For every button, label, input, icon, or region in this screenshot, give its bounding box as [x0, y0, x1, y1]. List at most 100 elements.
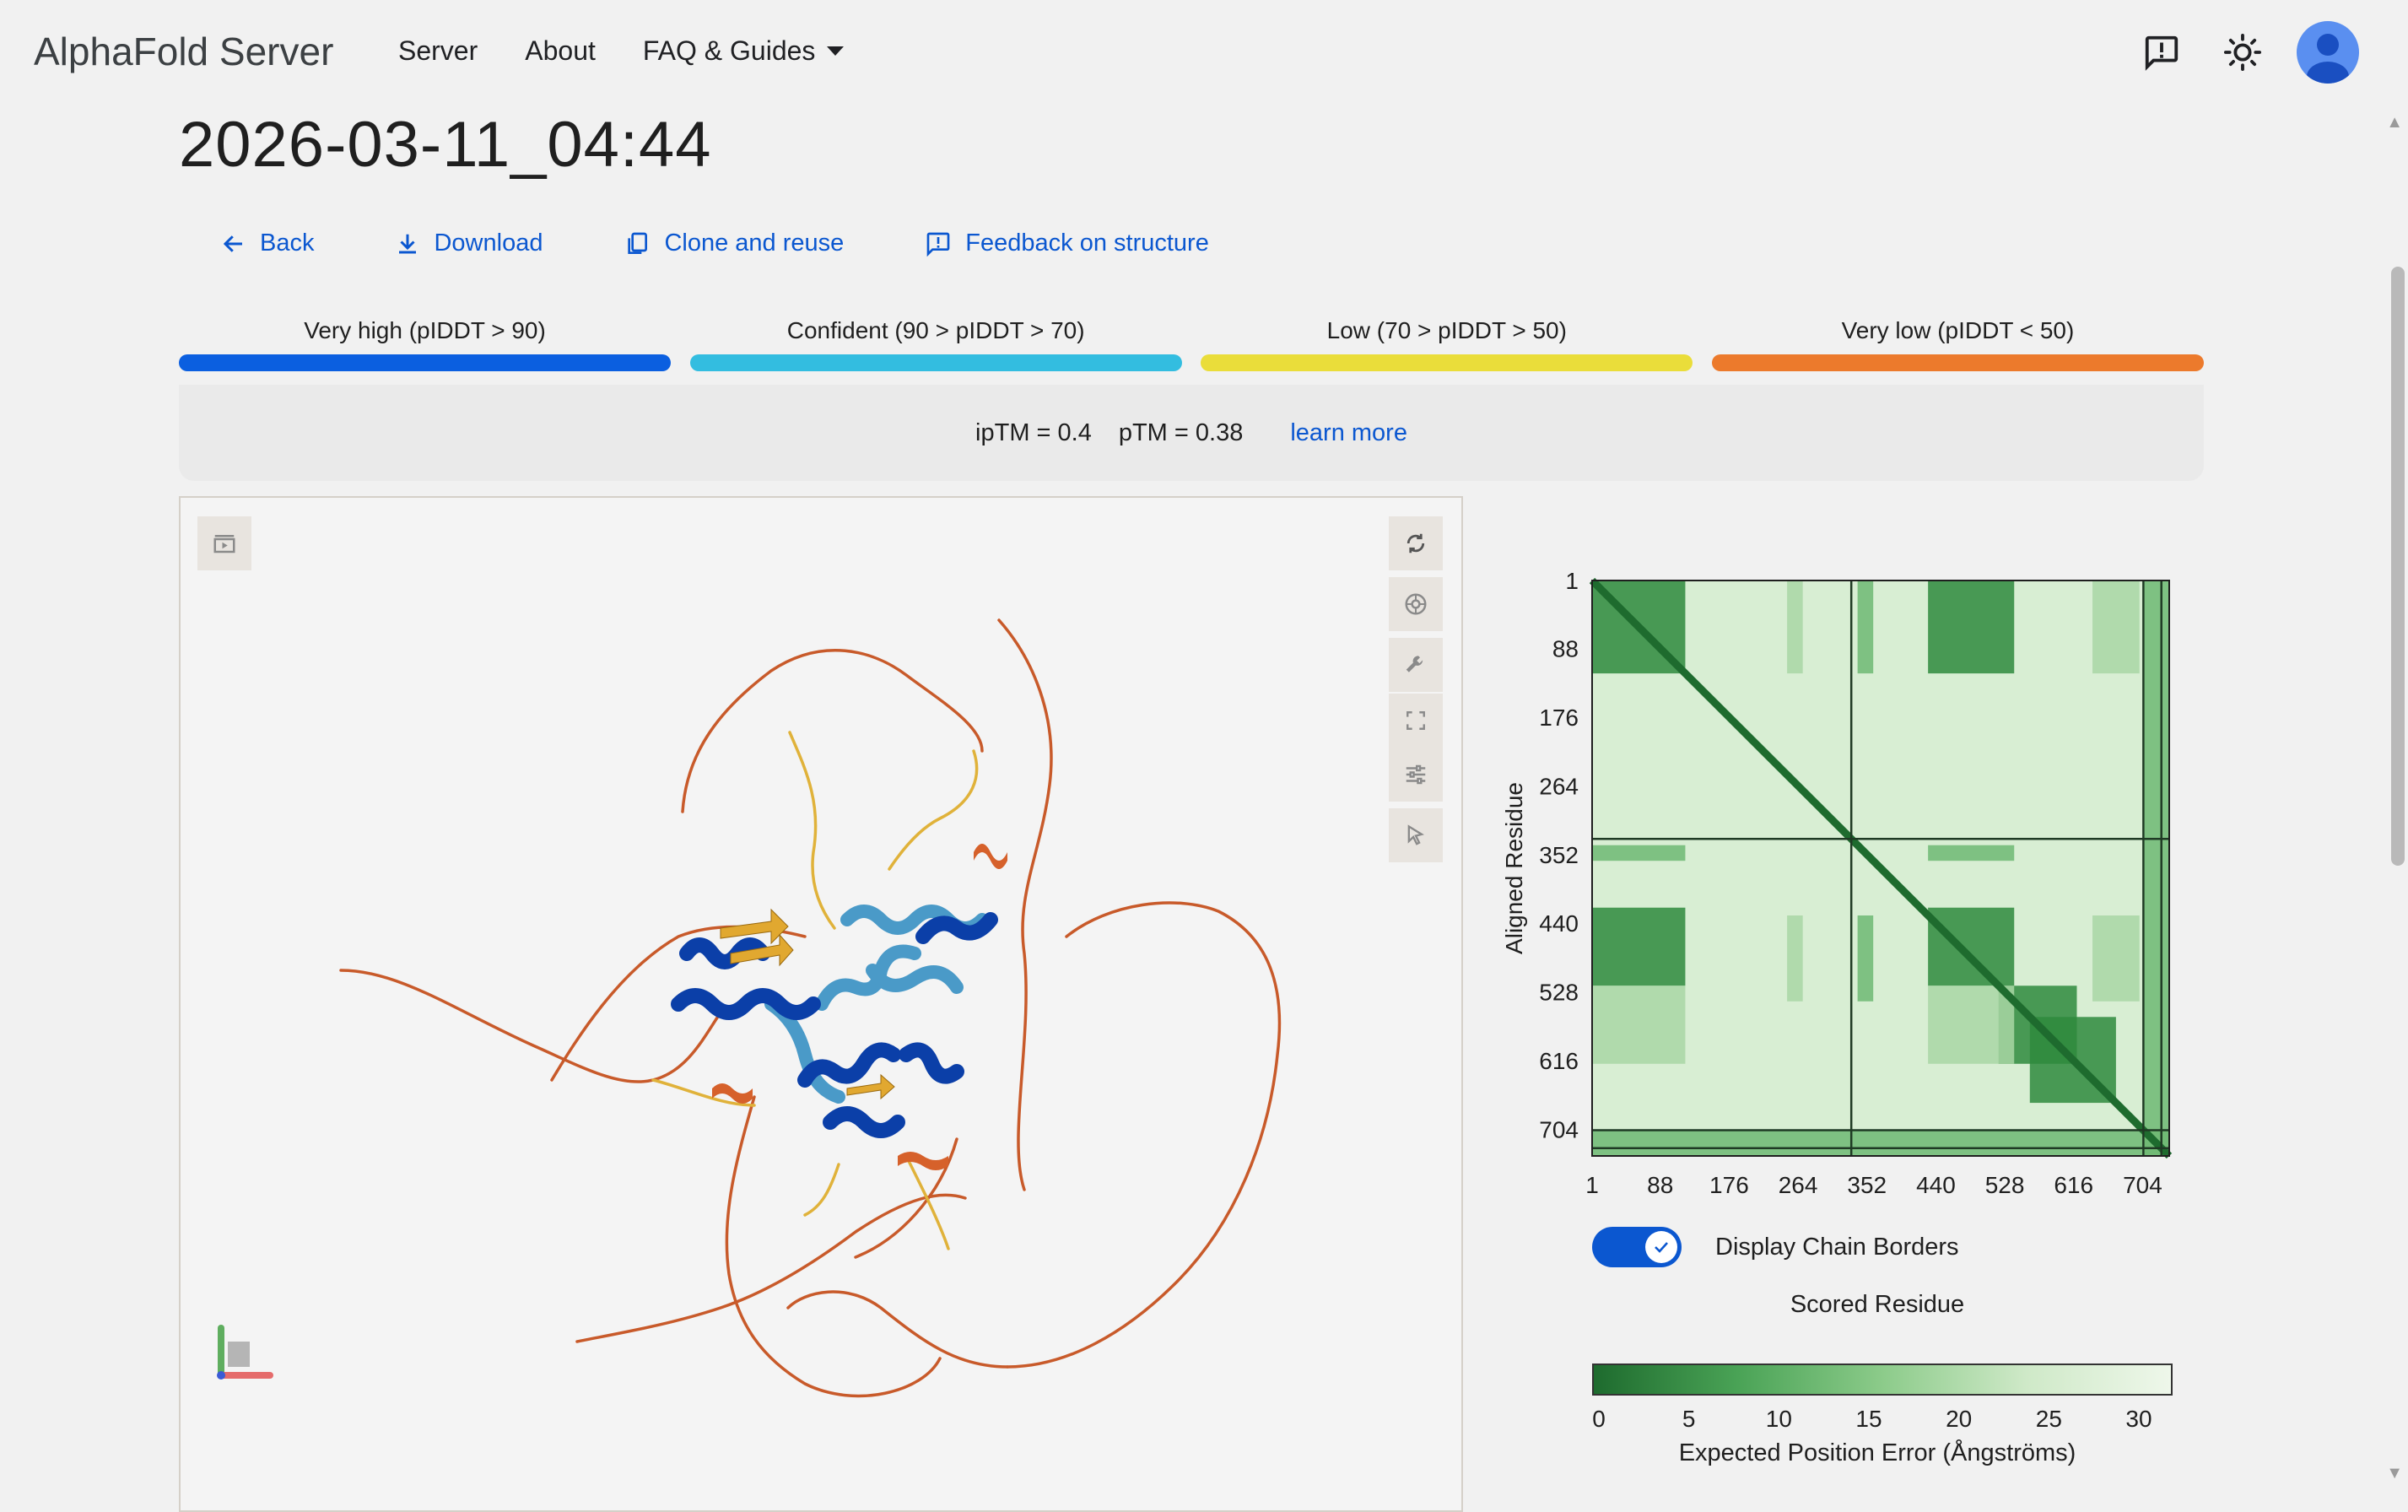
legend-label: Very high (pIDDT > 90) [304, 317, 546, 343]
confidence-metrics: ipTM = 0.4 pTM = 0.38 learn more [179, 385, 2204, 481]
check-icon [1645, 1231, 1677, 1263]
chain-borders-toggle-row: Display Chain Borders [1592, 1227, 1959, 1267]
learn-more-link[interactable]: learn more [1290, 418, 1407, 446]
settings-icon[interactable] [1389, 748, 1443, 802]
arrow-left-icon [223, 235, 242, 252]
nav-item-faq-label: FAQ & Guides [642, 35, 816, 66]
x-tick-label: 264 [1779, 1172, 1818, 1198]
top-navigation-bar: AlphaFold Server Server About FAQ & Guid… [0, 0, 2408, 108]
feedback-icon[interactable] [2130, 20, 2194, 84]
y-tick-label: 88 [1552, 636, 1579, 662]
legend-color-bar [1711, 354, 2204, 371]
pae-block [1857, 580, 1874, 674]
clone-label: Clone and reuse [664, 230, 845, 256]
nav-item-server[interactable]: Server [398, 35, 478, 66]
download-icon [399, 234, 417, 253]
x-tick-label: 1 [1585, 1172, 1599, 1198]
pae-block [2092, 915, 2140, 1002]
legend-very-low: Very low (pIDDT < 50) [1711, 317, 2204, 371]
pae-block [1787, 915, 1803, 1002]
download-label: Download [434, 230, 543, 256]
x-tick-label: 440 [1916, 1172, 1956, 1198]
pae-block [2092, 580, 2140, 674]
structure-3d-viewer[interactable] [179, 496, 1463, 1512]
feedback-structure-button[interactable]: Feedback on structure [925, 230, 1209, 257]
y-tick-label: 352 [1539, 842, 1579, 868]
nav-item-about[interactable]: About [525, 35, 596, 66]
legend-low: Low (70 > pIDDT > 50) [1201, 317, 1693, 371]
x-tick-label: 176 [1709, 1172, 1749, 1198]
x-tick-label: 528 [1985, 1172, 2025, 1198]
colorbar-tick-label: 10 [1765, 1406, 1792, 1432]
app-logo[interactable]: AlphaFold Server [34, 30, 334, 73]
copy-icon [628, 232, 648, 254]
pae-colorbar [1592, 1364, 2173, 1396]
page-title: 2026-03-11_04:44 [179, 109, 712, 181]
legend-label: Very low (pIDDT < 50) [1841, 317, 2075, 343]
pae-block [1928, 907, 2015, 986]
chain-borders-label: Display Chain Borders [1715, 1233, 1959, 1261]
plddt-legend: Very high (pIDDT > 90) Confident (90 > p… [179, 317, 2204, 371]
top-right-actions [2113, 20, 2359, 84]
axis-gizmo-icon [217, 1325, 273, 1380]
y-tick-label: 616 [1539, 1048, 1579, 1074]
feedback-label: Feedback on structure [965, 230, 1209, 256]
pae-block [2143, 580, 2169, 1156]
x-tick-label: 704 [2123, 1172, 2162, 1198]
legend-label: Low (70 > pIDDT > 50) [1326, 317, 1567, 343]
y-tick-label: 440 [1539, 910, 1579, 937]
download-button[interactable]: Download [395, 230, 543, 257]
ptm-value: pTM = 0.38 [1118, 418, 1244, 446]
animation-icon[interactable] [197, 516, 251, 570]
pae-block [1857, 915, 1874, 1002]
back-button[interactable]: Back [221, 230, 314, 257]
pae-block [1592, 1130, 2169, 1156]
scrollbar-thumb[interactable] [2391, 267, 2405, 866]
rotate-icon[interactable] [1389, 516, 1443, 570]
legend-color-bar [689, 354, 1182, 371]
y-axis-title: Aligned Residue [1501, 782, 1527, 954]
colorbar-tick-label: 5 [1682, 1406, 1696, 1432]
chevron-down-icon [827, 46, 845, 56]
pae-block [1592, 907, 1686, 986]
x-tick-label: 352 [1847, 1172, 1887, 1198]
main-nav: Server About FAQ & Guides [398, 35, 891, 67]
legend-confident: Confident (90 > pIDDT > 70) [689, 317, 1182, 371]
camera-icon[interactable] [1389, 577, 1443, 631]
pae-heatmap[interactable]: 1 88 176 264 352 440 528 616 704 1 88 176 264 352 440 5… [1493, 548, 2202, 1223]
colorbar-tick-label: 20 [1946, 1406, 1973, 1432]
pae-block [1592, 845, 1686, 861]
colorbar-tick-label: 25 [2035, 1406, 2062, 1432]
heatmap-frame [1591, 580, 2170, 1157]
y-tick-label: 704 [1539, 1117, 1579, 1143]
chain-borders-toggle[interactable] [1592, 1227, 1682, 1267]
pae-diagonal [1589, 577, 2173, 1159]
y-tick-label: 176 [1539, 705, 1579, 731]
clone-reuse-button[interactable]: Clone and reuse [624, 230, 844, 257]
pae-block [1928, 580, 2015, 674]
y-tick-label: 1 [1565, 568, 1579, 594]
pae-block [1928, 986, 2015, 1064]
theme-toggle-sun-icon[interactable] [2211, 20, 2275, 84]
colorbar-title: Expected Position Error (Ångströms) [1678, 1439, 2076, 1466]
legend-color-bar [179, 354, 671, 371]
scroll-down-arrow-icon[interactable]: ▼ [2386, 1464, 2403, 1482]
pae-plot: 1 88 176 264 352 440 528 616 704 1 88 176 264 352 440 5… [1493, 548, 2202, 1488]
y-tick-label: 528 [1539, 980, 1579, 1006]
select-cursor-icon[interactable] [1389, 808, 1443, 862]
colorbar-tick-label: 0 [1592, 1406, 1606, 1432]
colorbar-tick-label: 15 [1855, 1406, 1882, 1432]
fullscreen-icon[interactable] [1389, 694, 1443, 748]
pae-block [1928, 845, 2015, 861]
scroll-up-arrow-icon[interactable]: ▲ [2386, 113, 2403, 132]
legend-label: Confident (90 > pIDDT > 70) [786, 317, 1085, 343]
protein-structure-render [217, 618, 1282, 1398]
wrench-icon[interactable] [1389, 638, 1443, 692]
colorbar-tick-label: 30 [2125, 1406, 2152, 1432]
iptm-value: ipTM = 0.4 [975, 418, 1092, 446]
pae-block [1592, 986, 1686, 1064]
feedback-icon [926, 232, 950, 256]
avatar[interactable] [2297, 21, 2359, 84]
page-scrollbar[interactable] [2386, 108, 2408, 1488]
nav-item-faq-guides[interactable]: FAQ & Guides [643, 35, 845, 67]
